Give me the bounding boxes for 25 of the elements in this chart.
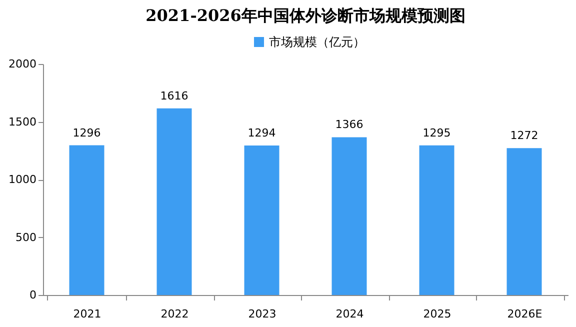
- bar: [419, 145, 454, 295]
- data-label: 1296: [72, 126, 101, 140]
- data-label: 1294: [248, 126, 276, 140]
- y-tick-label: 1000: [8, 173, 36, 186]
- y-tick-label: 500: [16, 230, 36, 244]
- x-tick-label: 2024: [336, 308, 364, 320]
- data-label: 1616: [160, 89, 188, 102]
- x-tick-label: 2021: [73, 308, 102, 320]
- x-tick-label: 2022: [160, 308, 189, 320]
- x-tick-label: 2023: [248, 308, 276, 320]
- y-tick-label: 0: [30, 288, 36, 302]
- y-tick-label: 2000: [8, 58, 36, 70]
- x-tick-label: 2026E: [507, 308, 542, 320]
- bar: [69, 145, 104, 295]
- bar: [156, 108, 192, 295]
- y-tick-label: 1500: [8, 115, 36, 128]
- data-label: 1272: [510, 129, 538, 142]
- legend-label: 市场规模（亿元）: [269, 35, 365, 49]
- data-label: 1295: [422, 126, 451, 140]
- bar: [506, 148, 542, 295]
- bar: [244, 146, 280, 295]
- x-tick-label: 2025: [423, 308, 452, 320]
- chart-title: 2021-2026年中国体外诊断市场规模预测图: [146, 6, 466, 25]
- bar: [332, 137, 367, 295]
- data-label: 1366: [335, 118, 364, 132]
